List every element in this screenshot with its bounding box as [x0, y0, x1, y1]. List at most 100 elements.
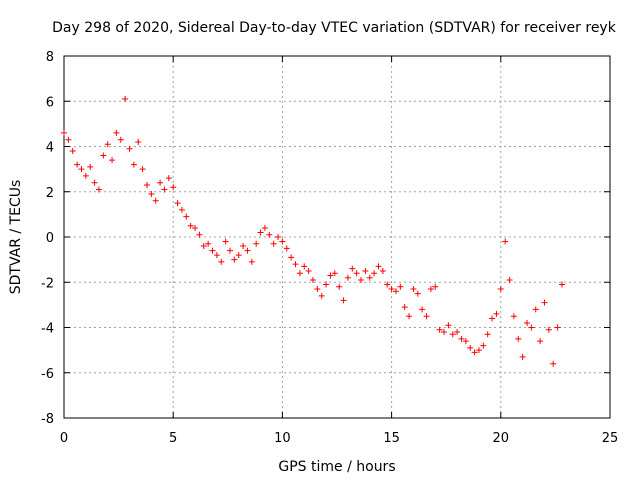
x-tick-label: 15: [383, 431, 400, 446]
y-tick-label: -2: [41, 276, 54, 291]
data-point: [283, 245, 290, 252]
data-point: [196, 231, 203, 238]
data-point: [532, 306, 539, 313]
data-point: [537, 338, 544, 345]
data-point: [384, 281, 391, 288]
data-point: [340, 297, 347, 304]
data-point: [122, 95, 129, 102]
x-tick-label: 0: [60, 431, 68, 446]
data-point: [314, 286, 321, 293]
data-point: [427, 286, 434, 293]
data-point: [497, 286, 504, 293]
data-point: [78, 166, 85, 173]
data-point: [113, 129, 120, 136]
data-point: [309, 276, 316, 283]
data-point: [148, 191, 155, 198]
data-point: [200, 243, 207, 250]
data-point: [506, 276, 513, 283]
data-point: [401, 304, 408, 311]
data-point: [323, 281, 330, 288]
data-point: [231, 256, 238, 263]
data-point: [432, 283, 439, 290]
data-point: [344, 274, 351, 281]
data-point: [375, 263, 382, 270]
data-point: [82, 172, 89, 179]
data-point: [178, 206, 185, 213]
data-point: [371, 270, 378, 277]
chart-title: Day 298 of 2020, Sidereal Day-to-day VTE…: [52, 20, 617, 36]
data-point: [157, 179, 164, 186]
x-axis-label: GPS time / hours: [278, 459, 395, 475]
y-tick-label: 0: [46, 231, 54, 246]
data-point: [423, 313, 430, 320]
data-point: [165, 175, 172, 182]
x-tick-label: 20: [493, 431, 510, 446]
data-point: [65, 136, 72, 143]
data-point: [379, 267, 386, 274]
data-point: [558, 281, 565, 288]
data-point: [331, 270, 338, 277]
data-point: [213, 252, 220, 259]
data-point: [406, 313, 413, 320]
y-tick-label: 6: [46, 95, 54, 110]
data-point: [296, 270, 303, 277]
data-point: [100, 152, 107, 159]
data-point: [69, 148, 76, 155]
data-point: [205, 240, 212, 247]
data-point: [305, 267, 312, 274]
data-point: [489, 315, 496, 322]
data-points: [61, 95, 565, 367]
data-point: [244, 247, 251, 254]
data-point: [397, 283, 404, 290]
data-point: [475, 347, 482, 354]
data-point: [218, 258, 225, 265]
y-tick-label: 2: [46, 186, 54, 201]
y-axis-label: SDTVAR / TECUs: [8, 180, 24, 295]
data-point: [104, 141, 111, 148]
data-point: [436, 326, 443, 333]
x-tick-label: 25: [602, 431, 619, 446]
x-tick-label: 5: [169, 431, 177, 446]
data-point: [152, 197, 159, 204]
data-point: [183, 213, 190, 220]
data-point: [187, 222, 194, 229]
data-point: [471, 349, 478, 356]
data-point: [358, 276, 365, 283]
data-point: [109, 157, 116, 164]
data-point: [275, 234, 282, 240]
data-point: [366, 274, 373, 281]
data-point: [467, 344, 474, 351]
y-tick-label: -6: [41, 367, 54, 382]
data-point: [327, 272, 334, 279]
data-point: [519, 353, 526, 360]
data-point: [192, 224, 199, 231]
data-point: [288, 254, 295, 261]
data-point: [445, 322, 452, 329]
data-point: [270, 240, 277, 247]
data-point: [95, 186, 102, 193]
data-point: [458, 335, 465, 342]
data-point: [222, 238, 229, 245]
data-point: [292, 261, 299, 268]
data-point: [130, 161, 137, 168]
data-point: [484, 331, 491, 338]
data-point: [266, 231, 273, 238]
data-point: [353, 270, 360, 277]
data-point: [161, 186, 168, 193]
data-point: [362, 267, 369, 274]
data-point: [170, 184, 177, 191]
data-point: [410, 286, 417, 293]
data-point: [226, 247, 233, 254]
data-point: [515, 335, 522, 342]
data-point: [279, 238, 286, 245]
data-point: [135, 138, 142, 145]
y-tick-label: 4: [46, 141, 54, 156]
x-tick-label: 10: [274, 431, 291, 446]
data-point: [541, 299, 548, 306]
data-point: [235, 252, 242, 259]
data-point: [209, 247, 216, 254]
data-point: [139, 166, 146, 173]
data-point: [528, 324, 535, 331]
data-point: [462, 338, 469, 345]
